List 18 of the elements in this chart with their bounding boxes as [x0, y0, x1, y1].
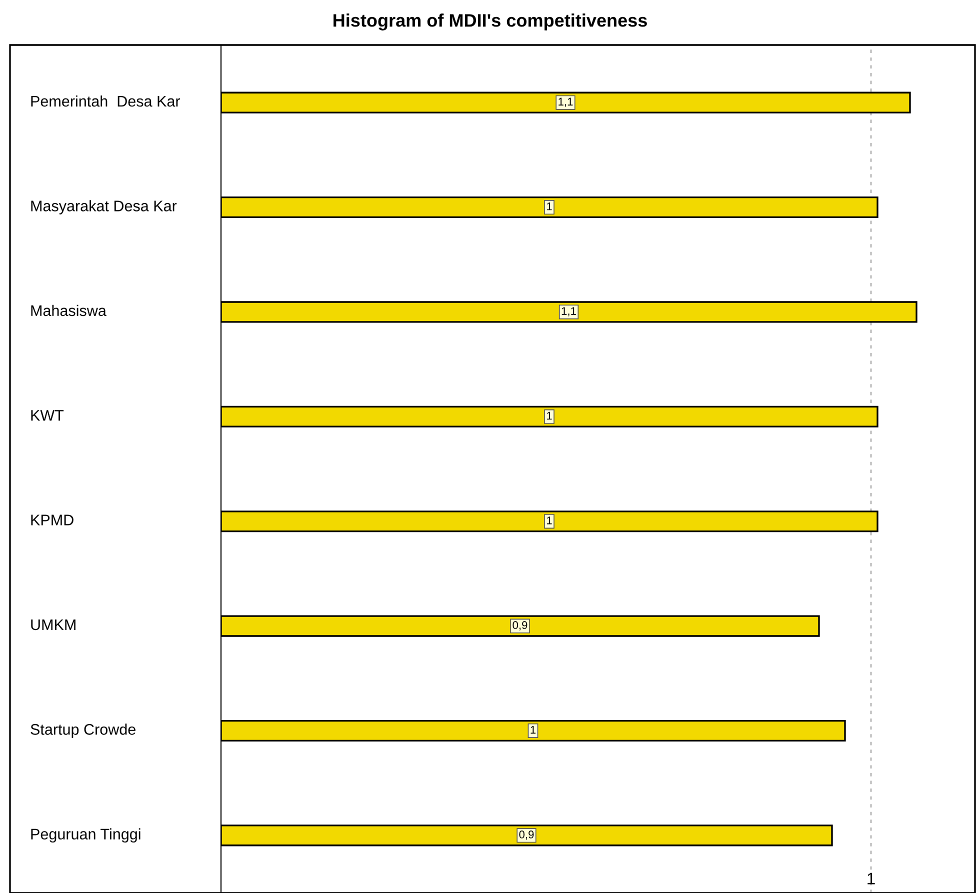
- y-tick-label: UMKM: [31, 619, 76, 630]
- chart-title: Histogram of MDII's competitiveness: [334, 14, 647, 30]
- y-tick-label: Masyarakat Desa Kar: [31, 200, 177, 214]
- data-label: 1,1: [562, 307, 576, 316]
- data-label: 1: [547, 516, 552, 524]
- data-label: 1,1: [558, 98, 573, 107]
- y-tick-label: Peguruan Tinggi: [31, 828, 140, 843]
- data-label: 1: [547, 202, 552, 210]
- y-tick-label: Startup Crowde: [30, 724, 136, 738]
- data-label: 0,9: [512, 621, 528, 630]
- data-label: 1: [530, 726, 536, 734]
- y-tick-label: Pemerintah Desa Kar: [31, 95, 180, 107]
- y-tick-label: Mahasiswa: [31, 304, 106, 316]
- y-tick-label: KPMD: [31, 514, 74, 526]
- ref-line-label: 1: [868, 872, 875, 884]
- data-label: 1: [547, 412, 552, 420]
- data-label: 0,9: [519, 830, 534, 840]
- y-tick-label: KWT: [31, 410, 64, 421]
